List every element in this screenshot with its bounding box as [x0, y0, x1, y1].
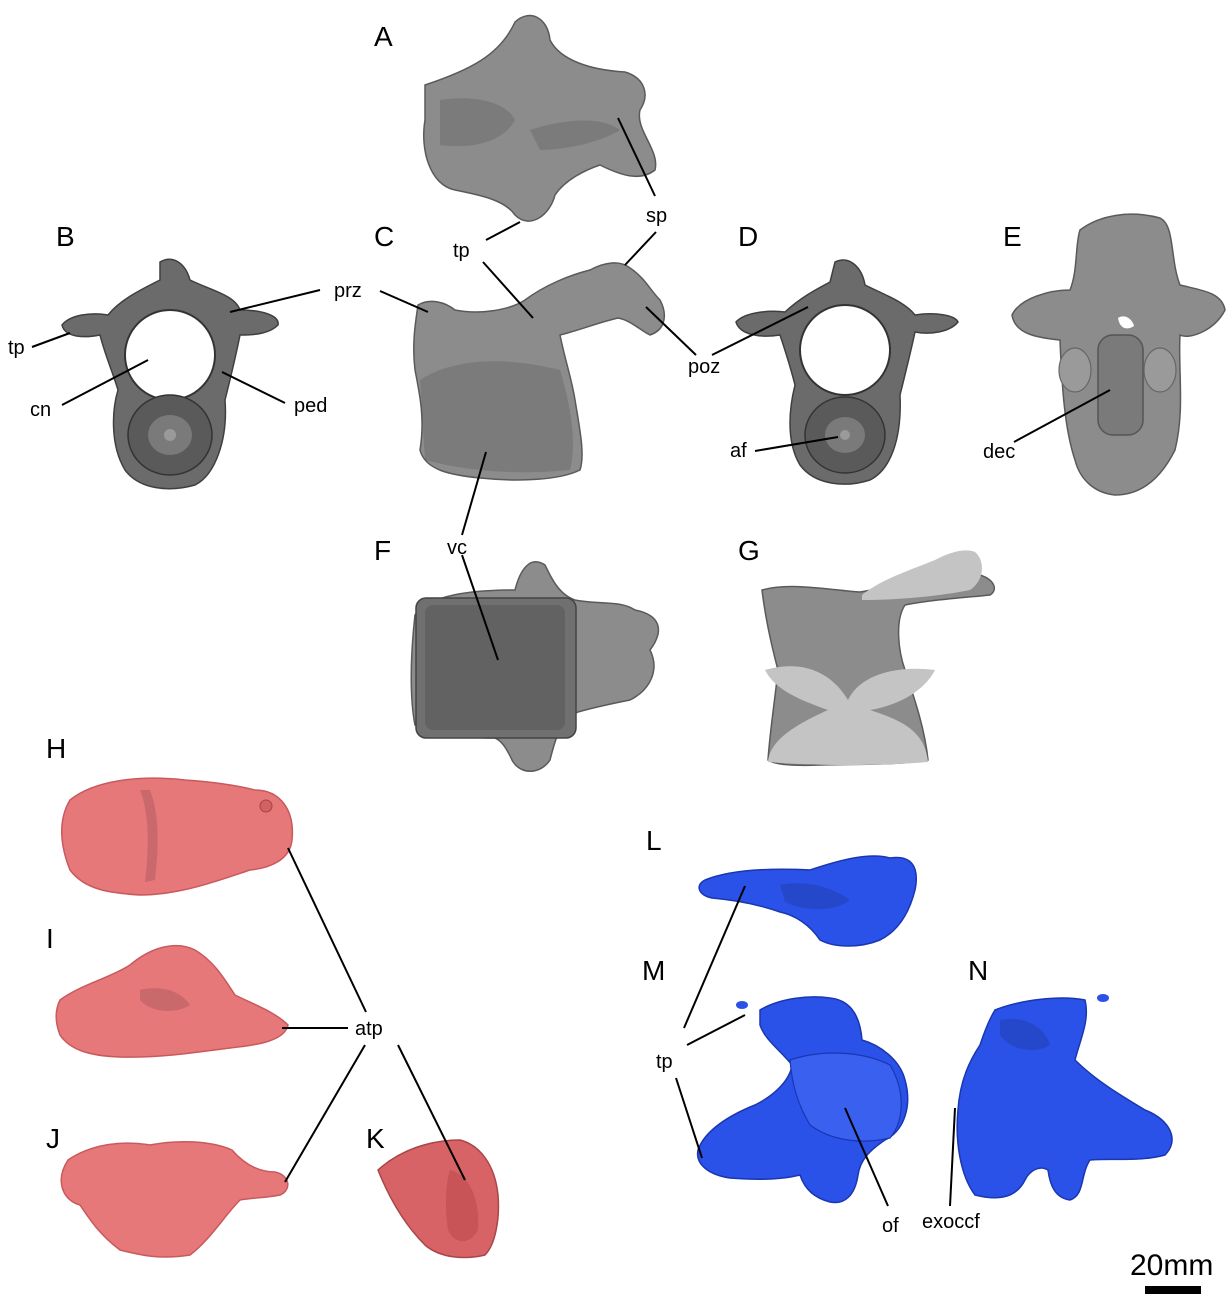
panel-letter-n: N	[968, 955, 988, 986]
specimen-g-section	[761, 550, 996, 767]
specimen-c-lateral	[413, 262, 666, 481]
scale-bar-line	[1145, 1286, 1201, 1294]
label-dec: dec	[983, 441, 1015, 463]
specimen-m-exoccipital	[696, 996, 909, 1204]
specimen-j-atlas	[60, 1140, 289, 1258]
label-prz: prz	[334, 280, 362, 302]
label-tp-c: tp	[453, 240, 470, 262]
label-tp-b: tp	[8, 337, 25, 359]
panel-letter-m: M	[642, 955, 665, 986]
panel-letter-d: D	[738, 221, 758, 252]
panel-letter-b: B	[56, 221, 75, 252]
label-exoccf: exoccf	[922, 1211, 980, 1233]
leader-lines	[31, 117, 1111, 1207]
panel-letter-g: G	[738, 535, 760, 566]
specimen-a-dorsal	[423, 14, 657, 222]
label-of: of	[882, 1215, 899, 1237]
panel-letter-c: C	[374, 221, 394, 252]
specimen-d-posterior	[735, 259, 959, 485]
specimen-f-ventral	[410, 561, 660, 772]
label-af: af	[730, 440, 747, 462]
panel-letter-e: E	[1003, 221, 1022, 252]
scale-bar: 20mm	[1130, 1249, 1213, 1294]
label-sp: sp	[646, 205, 667, 227]
specimen-b-anterior	[61, 258, 279, 490]
panel-letter-i: I	[46, 923, 54, 954]
panel-letter-a: A	[374, 21, 393, 52]
panel-letter-h: H	[46, 733, 66, 764]
label-ped: ped	[294, 395, 327, 417]
label-tp-m: tp	[656, 1051, 673, 1073]
abbreviation-labels: sp tp tp prz cn ped poz af dec vc atp tp…	[8, 205, 1015, 1237]
specimen-i-atlas	[55, 944, 289, 1058]
panel-letter-j: J	[46, 1123, 60, 1154]
panel-letter-f: F	[374, 535, 391, 566]
label-cn: cn	[30, 399, 51, 421]
panel-letter-l: L	[646, 825, 662, 856]
panel-letter-k: K	[366, 1123, 385, 1154]
specimen-k-atlas	[377, 1139, 500, 1259]
specimen-n-exoccipital	[956, 994, 1173, 1201]
scale-bar-label: 20mm	[1130, 1249, 1213, 1282]
specimen-h-atlas	[61, 777, 294, 896]
label-vc: vc	[447, 537, 467, 559]
specimen-e-ventral	[1011, 213, 1226, 496]
label-poz: poz	[688, 356, 720, 378]
specimen-l-exoccipital	[698, 855, 917, 947]
label-atp: atp	[355, 1018, 383, 1040]
